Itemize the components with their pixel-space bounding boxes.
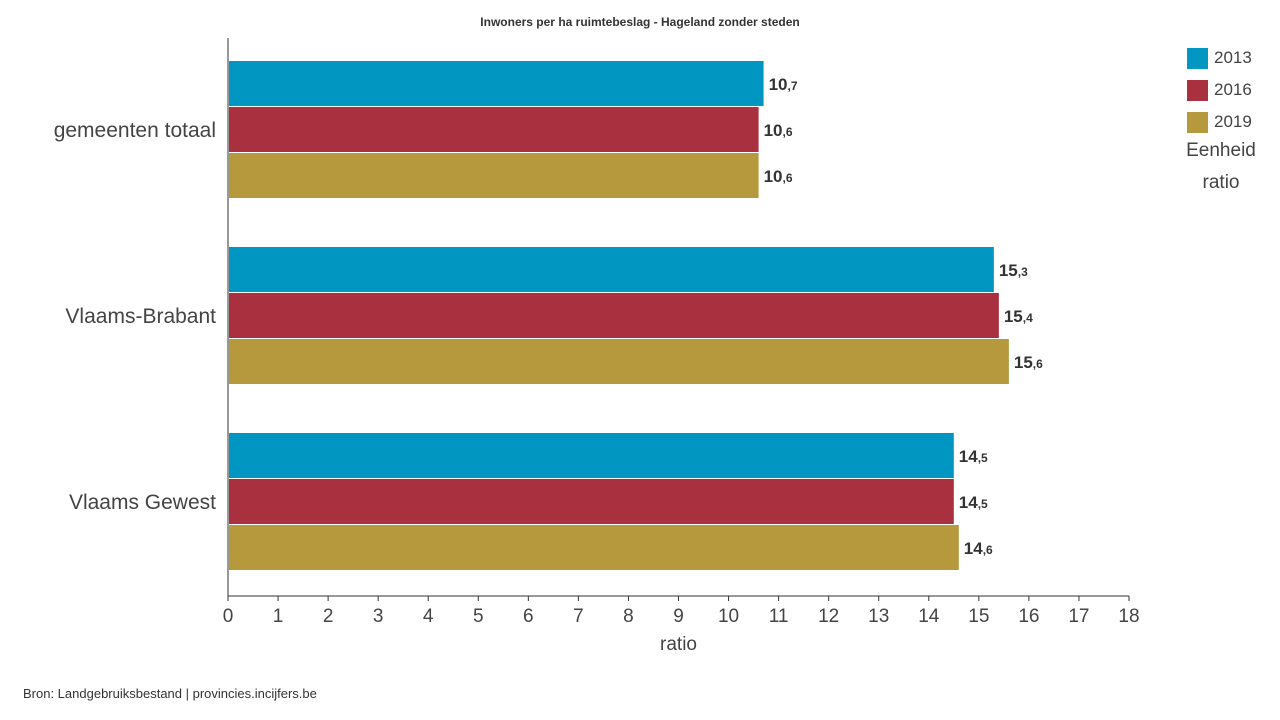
- legend-swatch-2019: [1187, 111, 1208, 133]
- x-tick-label: 3: [373, 606, 384, 627]
- x-tick-label: 17: [1068, 606, 1089, 627]
- x-tick-label: 16: [1018, 606, 1039, 627]
- bar: [229, 433, 954, 478]
- x-tick-label: 7: [573, 606, 584, 627]
- data-label: 15,6: [1014, 353, 1043, 372]
- x-tick-label: 1: [273, 606, 284, 627]
- data-label: 14,5: [959, 493, 988, 512]
- legend-label-2019: 2019: [1214, 112, 1252, 131]
- data-label: 10,7: [769, 75, 798, 94]
- data-label: 14,6: [964, 539, 993, 558]
- x-tick-label: 9: [673, 606, 684, 627]
- category-label: Vlaams Gewest: [69, 491, 216, 514]
- data-label: 14,5: [959, 447, 988, 466]
- x-tick-label: 8: [623, 606, 634, 627]
- x-tick-label: 4: [423, 606, 434, 627]
- legend-item-2016[interactable]: 2016: [1187, 74, 1267, 106]
- bar: [229, 247, 994, 292]
- x-tick-label: 14: [918, 606, 940, 627]
- chart-title: Inwoners per ha ruimtebeslag - Hageland …: [480, 15, 800, 29]
- x-tick-label: 6: [523, 606, 534, 627]
- bar: [229, 293, 999, 338]
- bar: [229, 339, 1009, 384]
- unit-value: ratio: [1202, 172, 1240, 193]
- category-label: Vlaams-Brabant: [65, 305, 216, 328]
- x-tick-label: 0: [223, 606, 234, 627]
- x-tick-label: 11: [769, 606, 789, 627]
- data-label: 15,4: [1004, 307, 1033, 326]
- legend-item-2019[interactable]: 2019: [1187, 106, 1267, 138]
- x-tick-label: 5: [473, 606, 484, 627]
- bar: [229, 479, 954, 524]
- x-axis-label: ratio: [660, 634, 697, 655]
- data-label: 10,6: [764, 121, 793, 140]
- x-tick-label: 15: [968, 606, 989, 627]
- data-label: 10,6: [764, 167, 793, 186]
- data-label: 15,3: [999, 261, 1028, 280]
- legend-label-2016: 2016: [1214, 80, 1252, 99]
- unit-title: Eenheid: [1186, 140, 1256, 161]
- x-tick-label: 2: [323, 606, 334, 627]
- bar: [229, 525, 959, 570]
- category-label: gemeenten totaal: [54, 119, 216, 142]
- x-tick-label: 13: [868, 606, 889, 627]
- source-note: Bron: Landgebruiksbestand | provincies.i…: [23, 686, 317, 701]
- legend-swatch-2016: [1187, 79, 1208, 101]
- legend-swatch-2013: [1187, 47, 1208, 69]
- legend: 2013 2016 2019: [1187, 42, 1267, 138]
- bar: [229, 61, 764, 106]
- x-tick-label: 18: [1118, 606, 1139, 627]
- legend-item-2013[interactable]: 2013: [1187, 42, 1267, 74]
- legend-label-2013: 2013: [1214, 48, 1252, 67]
- x-tick-label: 12: [818, 606, 839, 627]
- bar: [229, 107, 759, 152]
- bar: [229, 153, 759, 198]
- x-tick-label: 10: [718, 606, 739, 627]
